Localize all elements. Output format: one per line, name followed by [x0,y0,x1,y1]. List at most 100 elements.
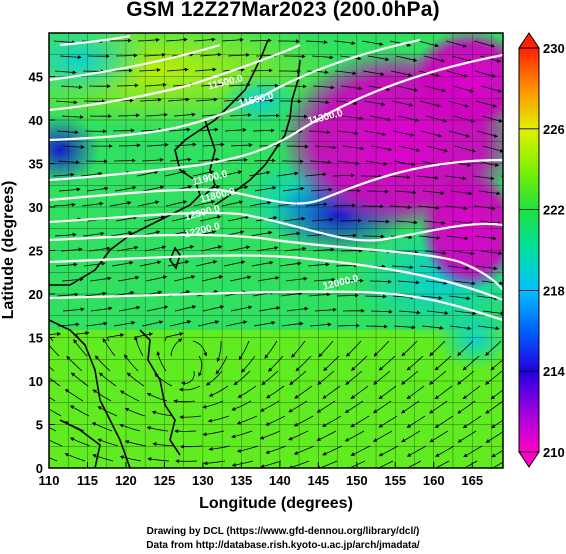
streamline-arrow [142,185,165,192]
streamline-arrow [397,280,420,285]
contour-line [49,254,503,302]
streamline-arrow [391,265,414,270]
footer-source: Data from http://database.rish.kyoto-u.a… [146,540,420,551]
y-tick-label: 25 [29,244,43,259]
streamline-arrow [333,40,356,46]
streamline-arrow [308,130,331,135]
streamline-arrow [378,445,399,457]
streamline-arrow [145,112,168,117]
y-tick-label: 10 [29,374,43,389]
streamline-arrow [200,245,223,252]
streamline-arrow [345,370,363,385]
streamline-arrow [451,55,473,63]
y-tick-label: 30 [29,200,43,215]
streamline-arrow [462,355,480,371]
colorbar: 210 214 218 222 226 230 [518,32,565,468]
streamline-arrow [97,438,119,447]
streamline-arrow [396,85,419,92]
colorbar-label: 218 [543,283,565,298]
streamline-arrow [434,385,453,400]
streamline-arrow [237,385,257,398]
streamline-arrow [291,340,306,358]
streamline-arrow [462,415,482,429]
streamline-arrow [378,415,398,428]
streamline-arrow [318,340,334,358]
streamline-arrow [253,320,276,327]
streamline-arrow [311,217,334,222]
contour-line [49,158,503,205]
streamline-arrow [336,293,359,298]
streamline-arrow [310,187,333,192]
streamline-arrow [462,385,481,400]
streamline-arrow [454,145,476,153]
streamline-arrow [452,250,475,256]
streamline-arrow [490,389,503,400]
streamline-arrow [457,460,478,468]
y-axis-title: Latitude (degrees) [0,181,17,320]
streamline-arrow [94,355,111,372]
streamline-arrow [457,370,475,385]
streamline-arrow [117,113,140,118]
streamline-arrow [265,445,287,454]
streamline-arrow [208,385,229,397]
streamline-arrow [314,145,337,150]
streamline-arrow [305,202,328,207]
streamline-arrow [85,321,108,327]
streamline-arrow [350,415,370,428]
streamline-arrow [401,370,419,385]
streamline-arrow [84,291,107,297]
streamline-arrow [260,460,282,468]
streamline-arrow [423,55,446,63]
streamline-arrow [336,130,359,136]
streamline-arrow [143,52,166,57]
streamline-arrow [124,354,139,372]
streamline-arrow [368,85,391,92]
streamline-arrow [156,351,167,372]
streamline-arrow [444,175,467,181]
streamline-arrow [92,453,114,462]
colorbar-label: 210 [543,445,565,460]
streamline-arrow [474,70,496,78]
streamline-arrow [198,355,203,377]
streamline-arrow [114,185,137,192]
streamline-arrow [350,445,371,456]
streamline-arrow [172,245,195,252]
streamline-arrow [174,142,197,147]
streamline-arrow [395,55,418,62]
streamline-arrow [421,325,444,330]
streamline-arrow [373,370,391,385]
streamline-arrow [173,275,196,282]
coastlines [49,39,301,468]
streamline-arrow [429,370,447,385]
x-tick-label: 135 [231,473,253,488]
streamline-arrow [254,185,277,192]
streamline-arrow [406,445,427,457]
streamline-arrow [501,40,503,42]
streamline-arrow [259,430,281,440]
streamline-arrow [195,97,218,102]
streamline-arrow [230,305,253,312]
streamline-arrow [137,37,160,42]
streamline-arrow [337,160,360,166]
x-tick-label: 110 [39,473,60,488]
streamline-arrow [113,320,136,327]
streamline-arrow [115,215,138,222]
y-tick-label: 45 [29,70,43,85]
streamline-arrow [216,341,222,363]
streamline-arrow [116,83,139,88]
streamline-arrow [398,145,421,152]
streamline-arrow [482,145,503,153]
streamline-arrow [251,260,274,267]
x-tick-label: 150 [346,473,368,488]
streamline-arrow [250,230,273,237]
colorbar-body [518,47,540,453]
streamline-arrow [388,175,411,180]
streamline-arrow [64,421,85,432]
streamline-arrow [485,431,503,443]
streamline-arrow [322,445,343,456]
streamline-arrow [249,200,272,207]
streamline-arrow [362,204,384,209]
streamline-arrow [316,400,336,413]
streamline-arrow [90,306,113,312]
streamline-arrow [313,277,336,282]
